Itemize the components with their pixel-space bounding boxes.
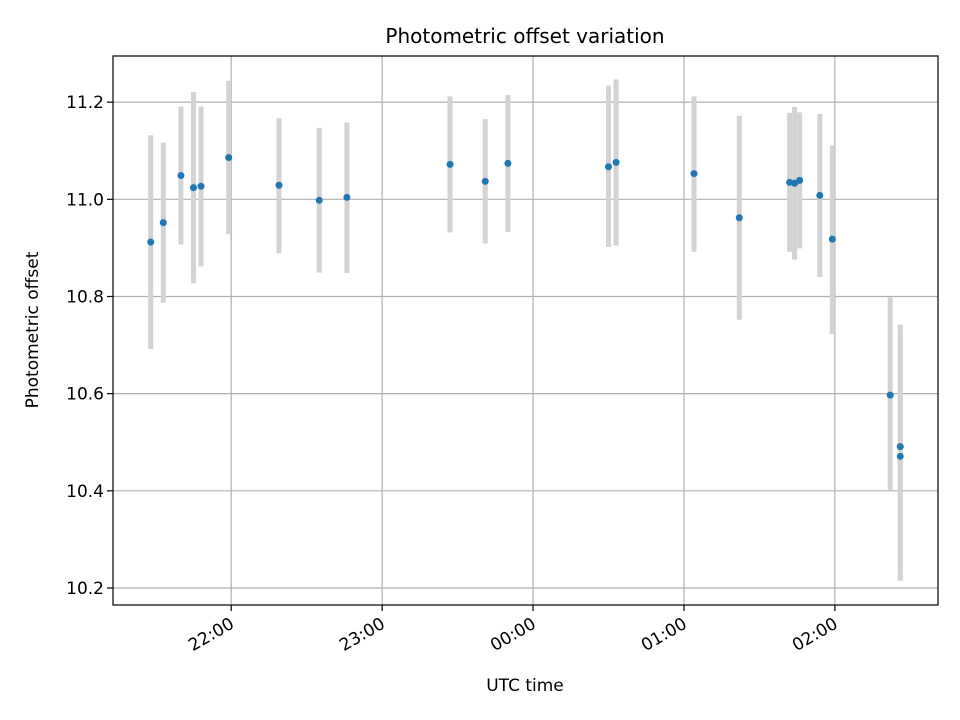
data-points bbox=[147, 154, 904, 460]
y-tick-label: 10.6 bbox=[66, 385, 104, 405]
data-point bbox=[504, 159, 512, 167]
data-point bbox=[225, 154, 233, 162]
y-axis-ticks: 10.2 10.4 10.6 10.8 11.0 11.2 bbox=[66, 93, 113, 599]
data-point bbox=[886, 391, 894, 399]
data-point bbox=[275, 181, 283, 189]
data-point bbox=[828, 235, 836, 243]
chart-title: Photometric offset variation bbox=[385, 24, 664, 48]
data-point bbox=[816, 191, 824, 199]
data-point bbox=[147, 238, 155, 246]
data-point bbox=[343, 193, 351, 201]
plot-frame bbox=[112, 55, 939, 606]
y-tick-label: 10.2 bbox=[66, 579, 104, 599]
data-point bbox=[896, 443, 904, 451]
data-point bbox=[612, 158, 620, 166]
y-tick-label: 10.4 bbox=[66, 482, 104, 502]
x-axis-title: UTC time bbox=[486, 676, 564, 696]
data-point bbox=[197, 182, 205, 190]
data-point bbox=[481, 177, 489, 185]
y-axis-title: Photometric offset bbox=[23, 251, 43, 408]
data-point bbox=[735, 214, 743, 222]
y-tick-label: 10.8 bbox=[66, 287, 104, 307]
y-tick-label: 11.0 bbox=[66, 190, 104, 210]
y-tick-label: 11.2 bbox=[66, 93, 104, 113]
data-point bbox=[177, 172, 185, 180]
data-point bbox=[159, 219, 167, 227]
data-point bbox=[189, 184, 197, 192]
data-point bbox=[605, 163, 613, 171]
data-point bbox=[446, 160, 454, 168]
data-point bbox=[896, 452, 904, 460]
data-point bbox=[690, 170, 698, 178]
data-point bbox=[796, 176, 804, 184]
data-point bbox=[315, 196, 323, 204]
